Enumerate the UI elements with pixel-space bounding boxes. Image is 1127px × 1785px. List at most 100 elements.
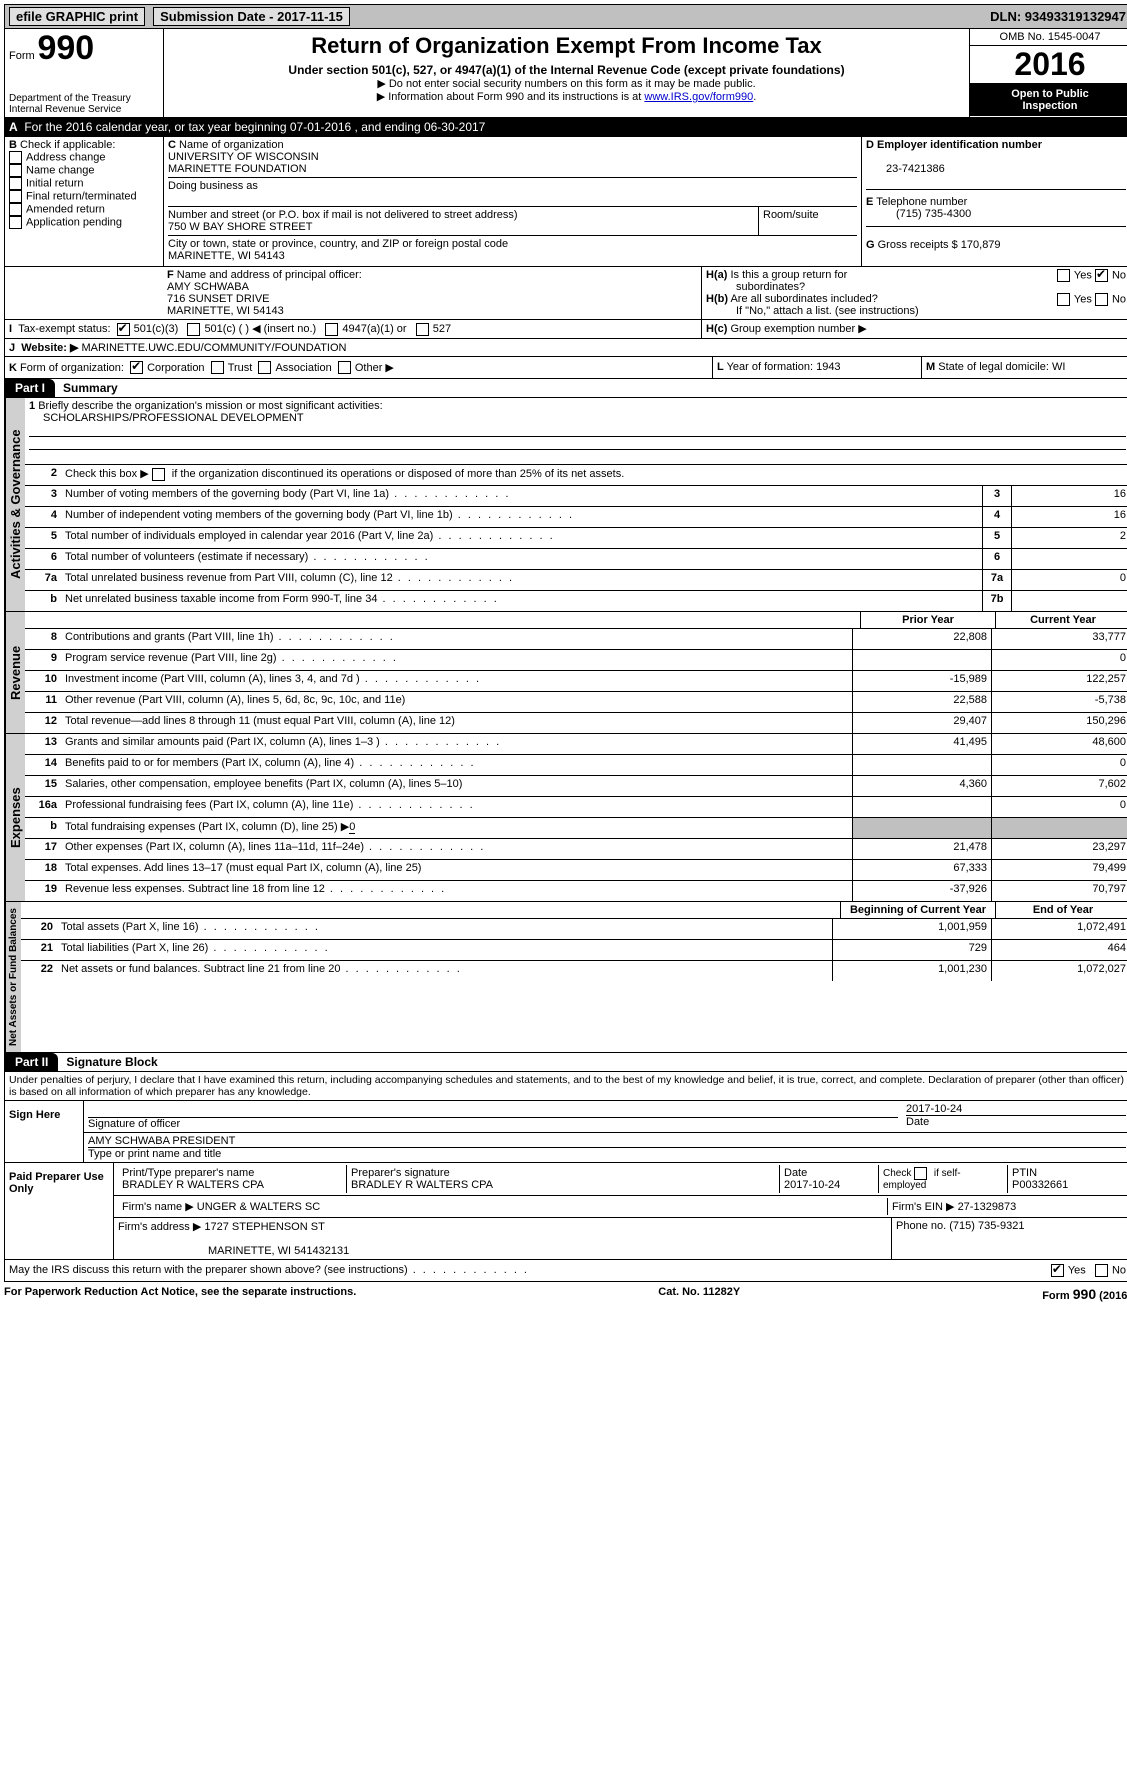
chk-address[interactable] xyxy=(9,151,22,164)
l-lbl: Year of formation: xyxy=(727,361,813,373)
ag-tab: Activities & Governance xyxy=(5,398,25,611)
p14 xyxy=(852,755,991,775)
s1: Briefly describe the organization's miss… xyxy=(38,400,382,412)
form-number: 990 xyxy=(37,29,94,67)
c11: -5,738 xyxy=(991,692,1127,712)
discuss-no[interactable] xyxy=(1095,1264,1108,1277)
dno: No xyxy=(1112,1265,1126,1277)
e17: Other expenses (Part IX, column (A), lin… xyxy=(61,839,852,859)
c13: 48,600 xyxy=(991,734,1127,754)
yes1: Yes xyxy=(1074,269,1092,281)
perjury: Under penalties of perjury, I declare th… xyxy=(4,1072,1127,1101)
dln: DLN: 93493319132947 xyxy=(990,9,1126,24)
c19: 70,797 xyxy=(991,881,1127,901)
r11: Other revenue (Part VIII, column (A), li… xyxy=(61,692,852,712)
i2: 501(c) ( ) ◀ (insert no.) xyxy=(204,323,316,335)
fphone: (715) 735-9321 xyxy=(949,1220,1024,1232)
v3: 16 xyxy=(1011,486,1127,506)
website: MARINETTE.UWC.EDU/COMMUNITY/FOUNDATION xyxy=(81,342,346,354)
s2: Check this box ▶ if the organization dis… xyxy=(61,465,1127,485)
chk-final[interactable] xyxy=(9,190,22,203)
sign-here: Sign Here Signature of officer 2017-10-2… xyxy=(4,1101,1127,1163)
e18: Total expenses. Add lines 13–17 (must eq… xyxy=(61,860,852,880)
p17: 21,478 xyxy=(852,839,991,859)
chk-4947[interactable] xyxy=(325,323,338,336)
p8: 22,808 xyxy=(852,629,991,649)
b1: Name change xyxy=(26,164,95,176)
ssn-note: ▶ Do not enter social security numbers o… xyxy=(172,77,961,90)
chk-other[interactable] xyxy=(338,361,351,374)
e16b: Total fundraising expenses (Part IX, col… xyxy=(61,818,852,838)
tax-year: 2016 xyxy=(970,46,1127,84)
e15: Salaries, other compensation, employee b… xyxy=(61,776,852,796)
city-lbl: City or town, state or province, country… xyxy=(168,238,508,250)
discuss-yes[interactable] xyxy=(1051,1264,1064,1277)
no2: No xyxy=(1112,293,1126,305)
dba-lbl: Doing business as xyxy=(168,180,258,192)
b5: Application pending xyxy=(26,216,122,228)
chk-trust[interactable] xyxy=(211,361,224,374)
hb-no[interactable] xyxy=(1095,293,1108,306)
ha-yes[interactable] xyxy=(1057,269,1070,282)
n20: Total assets (Part X, line 16) xyxy=(57,919,832,939)
b22: 1,001,230 xyxy=(832,961,991,981)
info-note: ▶ Information about Form 990 and its ins… xyxy=(172,90,961,103)
c10: 122,257 xyxy=(991,671,1127,691)
irs: Internal Revenue Service xyxy=(9,104,159,115)
chk-corp[interactable] xyxy=(130,361,143,374)
hb2: If "No," attach a list. (see instruction… xyxy=(706,305,1126,317)
sig-date-lbl: Date xyxy=(906,1115,1126,1128)
na-table: Net Assets or Fund Balances Beginning of… xyxy=(4,902,1127,1053)
c14: 0 xyxy=(991,755,1127,775)
exp-tab: Expenses xyxy=(5,734,25,901)
hb-yes[interactable] xyxy=(1057,293,1070,306)
discuss-row: May the IRS discuss this return with the… xyxy=(4,1260,1127,1282)
chk-pending[interactable] xyxy=(9,216,22,229)
chk-527[interactable] xyxy=(416,323,429,336)
section-a: A For the 2016 calendar year, or tax yea… xyxy=(4,118,1127,137)
efile-print-button[interactable]: efile GRAPHIC print xyxy=(9,7,145,26)
irs-link[interactable]: www.IRS.gov/form990 xyxy=(644,91,753,103)
ptin-lbl: PTIN xyxy=(1012,1167,1122,1179)
chk-amended[interactable] xyxy=(9,203,22,216)
p18: 67,333 xyxy=(852,860,991,880)
chk-discontinued[interactable] xyxy=(152,468,165,481)
f-lbl: Name and address of principal officer: xyxy=(177,269,362,281)
e19: Revenue less expenses. Subtract line 18 … xyxy=(61,881,852,901)
chk-self[interactable] xyxy=(914,1167,927,1180)
n22: Net assets or fund balances. Subtract li… xyxy=(57,961,832,981)
part2-lbl: Part II xyxy=(5,1053,58,1071)
self-emp: Check if self-employed xyxy=(879,1165,1008,1193)
sign-here-lbl: Sign Here xyxy=(5,1101,84,1162)
b21: 729 xyxy=(832,940,991,960)
form-word: Form xyxy=(9,50,35,62)
col-h: H(a) Is this a group return for Yes No s… xyxy=(702,267,1127,319)
pp-sig-lbl: Preparer's signature xyxy=(351,1167,775,1179)
fphone-lbl: Phone no. xyxy=(896,1220,946,1232)
b-hdr: Check if applicable: xyxy=(20,139,115,151)
foot-m: Cat. No. 11282Y xyxy=(658,1286,740,1302)
chk-name[interactable] xyxy=(9,164,22,177)
foot-r: Form 990 (2016) xyxy=(1042,1286,1127,1302)
chk-initial[interactable] xyxy=(9,177,22,190)
n21: Total liabilities (Part X, line 26) xyxy=(57,940,832,960)
r8: Contributions and grants (Part VIII, lin… xyxy=(61,629,852,649)
faddr2: MARINETTE, WI 541432131 xyxy=(118,1245,349,1257)
pp-date-lbl: Date xyxy=(784,1167,874,1179)
part1-txt: Summary xyxy=(55,379,126,397)
chk-501c3[interactable] xyxy=(117,323,130,336)
e20v: 1,072,491 xyxy=(991,919,1127,939)
submission-date: Submission Date - 2017-11-15 xyxy=(153,7,350,26)
pp-name-lbl: Print/Type preparer's name xyxy=(122,1167,342,1179)
ha-no[interactable] xyxy=(1095,269,1108,282)
officer-print-lbl: Type or print name and title xyxy=(88,1148,1126,1160)
na-tab: Net Assets or Fund Balances xyxy=(5,902,21,1052)
p10: -15,989 xyxy=(852,671,991,691)
ey: End of Year xyxy=(995,902,1127,918)
officer-name: AMY SCHWABA xyxy=(167,281,249,293)
k3: Association xyxy=(275,362,331,374)
chk-501c[interactable] xyxy=(187,323,200,336)
officer-print: AMY SCHWABA PRESIDENT xyxy=(88,1135,1126,1148)
chk-assoc[interactable] xyxy=(258,361,271,374)
c12: 150,296 xyxy=(991,713,1127,733)
